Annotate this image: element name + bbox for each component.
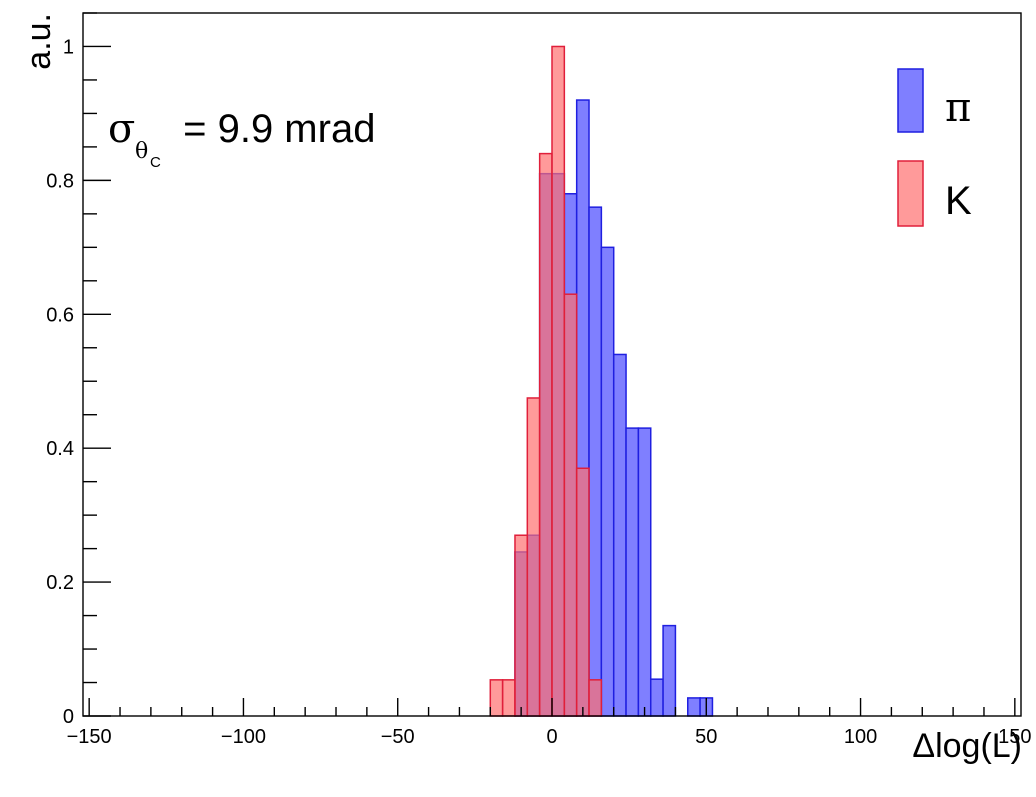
bar-k-3 xyxy=(526,397,541,717)
x-tick-label-3: 0 xyxy=(546,726,557,748)
bar-k-7 xyxy=(575,467,590,717)
bar-pi-13 xyxy=(687,697,701,717)
bar-k-8 xyxy=(588,679,603,717)
y-axis: 0 0.2 0.4 0.6 0.8 1 xyxy=(46,12,111,728)
bar-k-4 xyxy=(538,152,553,717)
y-tick-label-4: 0.8 xyxy=(46,170,74,192)
bar-k-0 xyxy=(489,679,504,717)
bar-pi-8 xyxy=(612,353,627,717)
x-tick-label-2: −50 xyxy=(381,726,415,748)
y-tick-label-2: 0.4 xyxy=(46,438,74,460)
legend-swatch-pi xyxy=(897,68,924,133)
legend-label-pi: π xyxy=(945,85,971,131)
legend-swatch-k xyxy=(897,160,924,227)
x-tick-label-6: 150 xyxy=(998,726,1031,748)
y-tick-label-1: 0.2 xyxy=(46,572,74,594)
histogram-bars xyxy=(489,45,714,717)
sigma-annotation: σ θ C = 9.9 mrad xyxy=(108,106,375,171)
y-tick-label-5: 1 xyxy=(63,36,74,58)
sigma-subscript-c: C xyxy=(150,154,161,171)
series-k xyxy=(489,45,603,717)
y-tick-label-3: 0.6 xyxy=(46,304,74,326)
x-tick-label-1: −100 xyxy=(221,726,266,748)
sigma-value: = 9.9 mrad xyxy=(172,107,375,151)
bar-pi-6 xyxy=(588,206,603,717)
bar-pi-12 xyxy=(662,624,677,717)
sigma-subscript-theta: θ xyxy=(135,139,148,164)
sigma-symbol: σ xyxy=(108,106,135,152)
y-tick-label-0: 0 xyxy=(63,706,74,728)
bar-k-2 xyxy=(514,534,529,717)
x-tick-label-5: 100 xyxy=(844,726,877,748)
bar-k-6 xyxy=(563,293,578,717)
x-axis-title: Δlog(L) xyxy=(912,727,1022,765)
bar-pi-7 xyxy=(600,246,615,717)
x-tick-label-0: −150 xyxy=(67,726,112,748)
bar-k-1 xyxy=(501,679,516,717)
legend-label-k: K xyxy=(945,179,972,223)
y-axis-title: a.u. xyxy=(20,13,58,70)
legend: π K xyxy=(897,68,972,227)
bar-k-5 xyxy=(551,45,566,717)
x-axis: −150 −100 −50 0 50 100 150 xyxy=(67,698,1032,748)
bar-pi-10 xyxy=(637,427,652,717)
bar-pi-9 xyxy=(625,427,640,717)
bar-pi-11 xyxy=(649,678,664,717)
x-tick-label-4: 50 xyxy=(695,726,717,748)
